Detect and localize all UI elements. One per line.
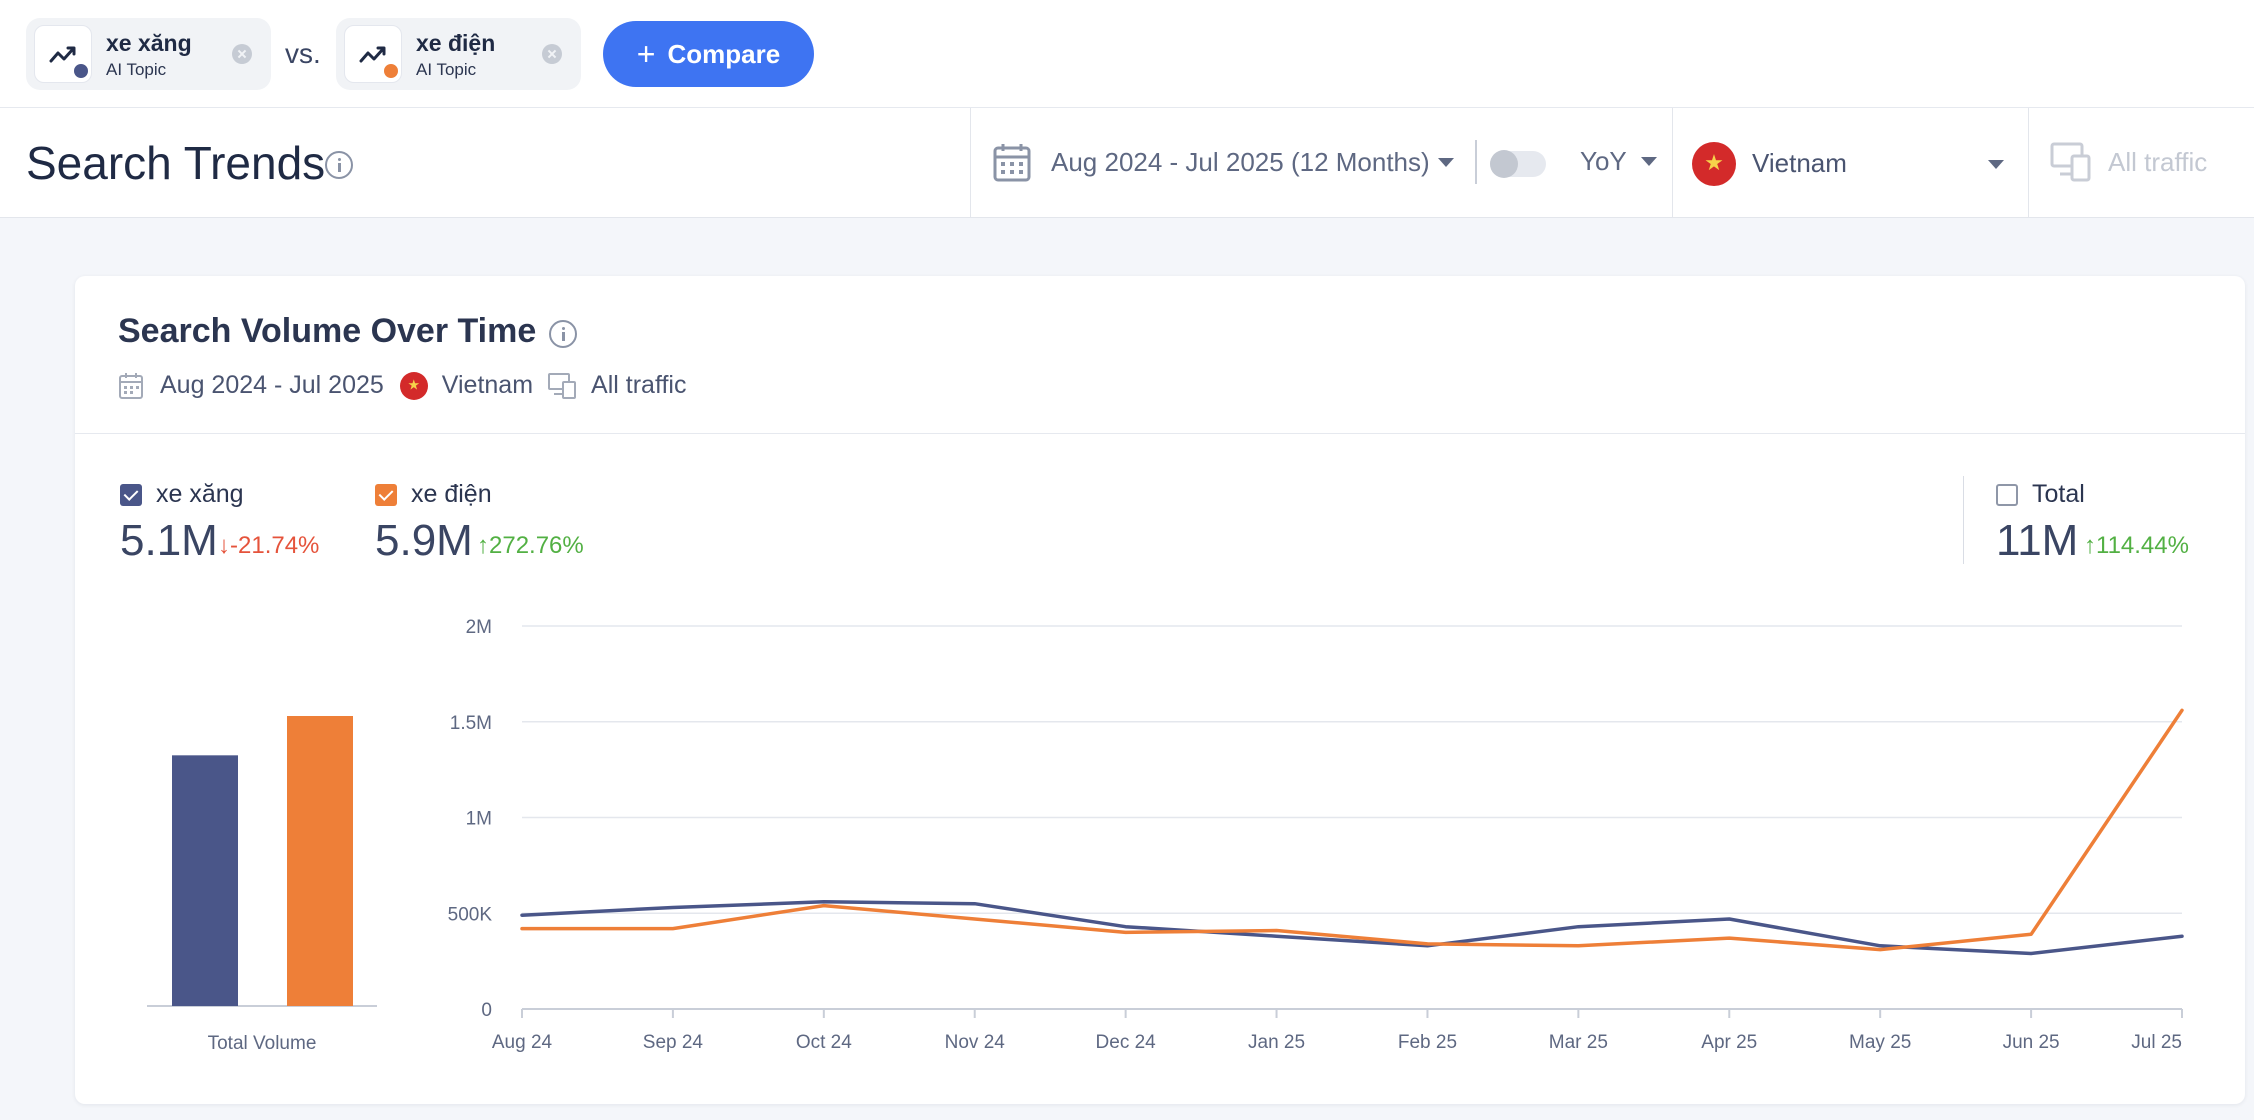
checkbox-checked-icon[interactable] xyxy=(375,484,397,506)
topic-type: AI Topic xyxy=(416,60,477,79)
x-tick-label: Jun 25 xyxy=(2003,1032,2060,1053)
traffic-label: All traffic xyxy=(2108,146,2208,177)
yoy-label: YoY xyxy=(1580,146,1627,176)
legend-change-value: -21.74% xyxy=(230,532,320,559)
topic-chip-1[interactable]: xe xăng AI Topic xyxy=(26,18,271,90)
bar-axis-label: Total Volume xyxy=(208,1033,317,1054)
divider xyxy=(970,108,971,218)
divider xyxy=(1672,108,1673,218)
y-tick-label: 500K xyxy=(448,904,493,925)
meta-country: Vietnam xyxy=(441,371,534,399)
calendar-icon xyxy=(993,144,1031,182)
vietnam-flag-icon xyxy=(1692,142,1736,186)
x-tick-label: Dec 24 xyxy=(1096,1032,1157,1053)
bar-2 xyxy=(287,716,353,1006)
legend-change-value: 272.76% xyxy=(489,532,584,559)
country-label: Vietnam xyxy=(1752,148,1847,178)
checkbox-unchecked-icon[interactable] xyxy=(1996,484,2018,506)
y-tick-label: 1.5M xyxy=(450,713,492,734)
traffic-selector[interactable]: All traffic xyxy=(2050,142,2207,182)
x-tick-label: Feb 25 xyxy=(1398,1032,1457,1053)
legend-name: xe điện xyxy=(411,480,492,508)
country-selector[interactable]: Vietnam xyxy=(1692,140,2004,188)
x-tick-label: Aug 24 xyxy=(492,1032,553,1053)
info-icon[interactable] xyxy=(549,320,577,348)
info-icon[interactable] xyxy=(325,151,353,179)
page-header: Search Trends Aug 2024 - Jul 2025 (12 Mo… xyxy=(0,108,2254,218)
x-tick-label: Jan 25 xyxy=(1248,1032,1305,1053)
topic-color-dot xyxy=(382,62,400,80)
topic-color-dot xyxy=(72,62,90,80)
divider xyxy=(1475,140,1477,184)
yoy-selector[interactable]: YoY xyxy=(1580,146,1657,177)
topic-chip-2[interactable]: xe điện AI Topic xyxy=(336,18,581,90)
legend-value: 5.9M xyxy=(375,516,473,565)
card-meta: Aug 2024 - Jul 2025 Vietnam All traffic xyxy=(118,371,686,400)
y-tick-label: 2M xyxy=(466,617,492,638)
bar-1 xyxy=(172,755,238,1006)
yoy-toggle[interactable] xyxy=(1490,150,1546,178)
topic-type: AI Topic xyxy=(106,60,167,79)
x-tick-label: Oct 24 xyxy=(796,1032,852,1053)
compare-bar: xe xăng AI Topic vs. xe điện AI Topic + … xyxy=(0,0,2254,108)
legend-name: xe xăng xyxy=(156,480,244,508)
x-tick-label: Mar 25 xyxy=(1549,1032,1608,1053)
x-tick-label: Nov 24 xyxy=(945,1032,1006,1053)
devices-icon xyxy=(548,372,577,399)
chevron-down-icon xyxy=(1437,157,1454,167)
divider xyxy=(75,433,2245,434)
vietnam-flag-icon xyxy=(399,371,428,400)
legend-value: 11M xyxy=(1996,516,2079,565)
compare-button-label: Compare xyxy=(667,38,781,69)
calendar-icon xyxy=(119,372,143,399)
chevron-down-icon xyxy=(1988,160,2004,169)
x-tick-label: Apr 25 xyxy=(1701,1032,1757,1053)
devices-icon xyxy=(2050,142,2091,182)
legend-change-value: 114.44% xyxy=(2096,532,2189,559)
compare-button[interactable]: + Compare xyxy=(603,21,814,87)
series-line-1 xyxy=(520,900,2184,956)
y-tick-label: 1M xyxy=(466,809,492,830)
chevron-down-icon xyxy=(1640,157,1657,166)
x-tick-label: May 25 xyxy=(1849,1032,1911,1053)
remove-topic-icon[interactable] xyxy=(232,44,252,64)
divider xyxy=(1963,476,1964,564)
search-volume-chart: Total Volume 0 500K 1M 1.5M 2M Aug 24 Sep 24 Oct… xyxy=(147,617,2184,1054)
trend-icon xyxy=(34,25,92,83)
x-tick-label: Sep 24 xyxy=(643,1032,704,1053)
remove-topic-icon[interactable] xyxy=(542,44,562,64)
series-line-2 xyxy=(520,708,2184,952)
topic-name: xe điện xyxy=(416,30,496,56)
y-tick-label: 0 xyxy=(481,1000,492,1021)
date-range-label: Aug 2024 - Jul 2025 (12 Months) xyxy=(1051,146,1430,177)
plus-icon: + xyxy=(636,36,656,72)
legend-name: Total xyxy=(2032,480,2085,508)
meta-traffic: All traffic xyxy=(591,371,687,399)
topic-name: xe xăng xyxy=(106,30,192,56)
legend-value: 5.1M xyxy=(120,516,218,565)
x-tick-label: Jul 25 xyxy=(2131,1032,2182,1053)
divider xyxy=(2028,108,2029,218)
date-range-selector[interactable]: Aug 2024 - Jul 2025 (12 Months) xyxy=(993,142,1454,182)
meta-date: Aug 2024 - Jul 2025 xyxy=(160,371,384,399)
legend-change: ↑272.76% xyxy=(477,532,584,559)
search-volume-card: Search Volume Over Time Aug 2024 - Jul 2… xyxy=(75,276,2245,1104)
vs-label: vs. xyxy=(285,38,321,69)
legend-change: ↓-21.74% xyxy=(218,532,320,559)
page-title: Search Trends xyxy=(26,137,326,189)
legend-change: ↑114.44% xyxy=(2084,532,2189,559)
checkbox-checked-icon[interactable] xyxy=(120,484,142,506)
card-title: Search Volume Over Time xyxy=(118,312,537,350)
